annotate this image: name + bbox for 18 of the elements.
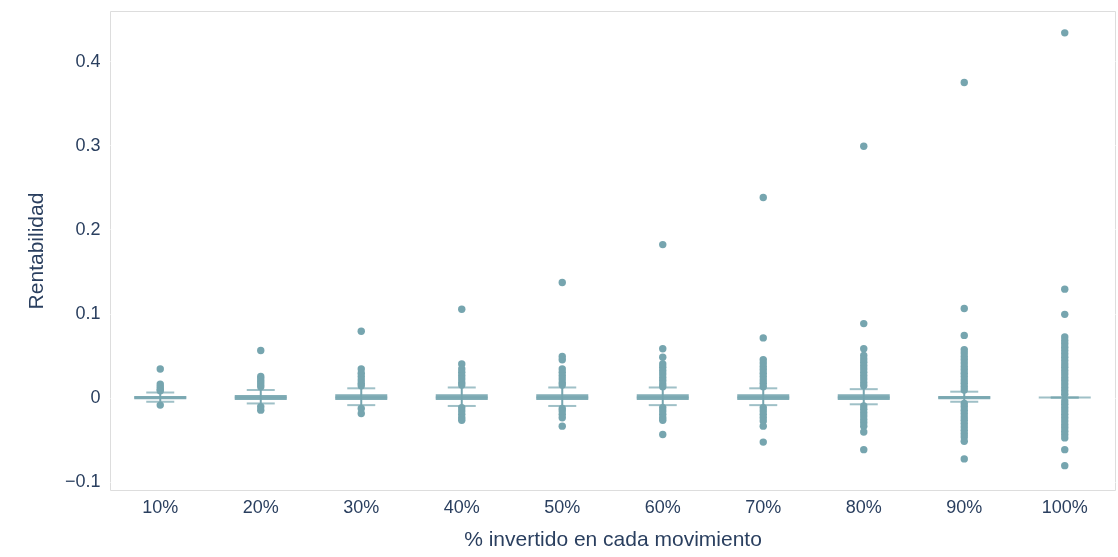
y-tick-label: 0.2 <box>75 218 101 239</box>
y-tick-label: 0.3 <box>75 134 101 155</box>
x-tick-label: 60% <box>644 496 681 517</box>
x-axis-title: % invertido en cada movimiento <box>464 526 762 550</box>
x-tick-label: 10% <box>142 496 179 517</box>
x-tick-label: 70% <box>745 496 782 517</box>
x-tick-label: 30% <box>343 496 380 517</box>
x-tick-label: 80% <box>845 496 882 517</box>
y-tick-label: 0.1 <box>75 303 101 324</box>
y-axis-title: Rentabilidad <box>23 192 47 310</box>
x-tick-label: 90% <box>946 496 983 517</box>
y-tick-label: −0.1 <box>64 471 101 492</box>
y-tick-label: 0 <box>90 387 101 408</box>
x-tick-label: 20% <box>242 496 279 517</box>
x-tick-label: 40% <box>443 496 480 517</box>
y-tick-label: 0.4 <box>75 50 101 71</box>
x-tick-label: 50% <box>544 496 581 517</box>
x-tick-label: 100% <box>1041 496 1088 517</box>
